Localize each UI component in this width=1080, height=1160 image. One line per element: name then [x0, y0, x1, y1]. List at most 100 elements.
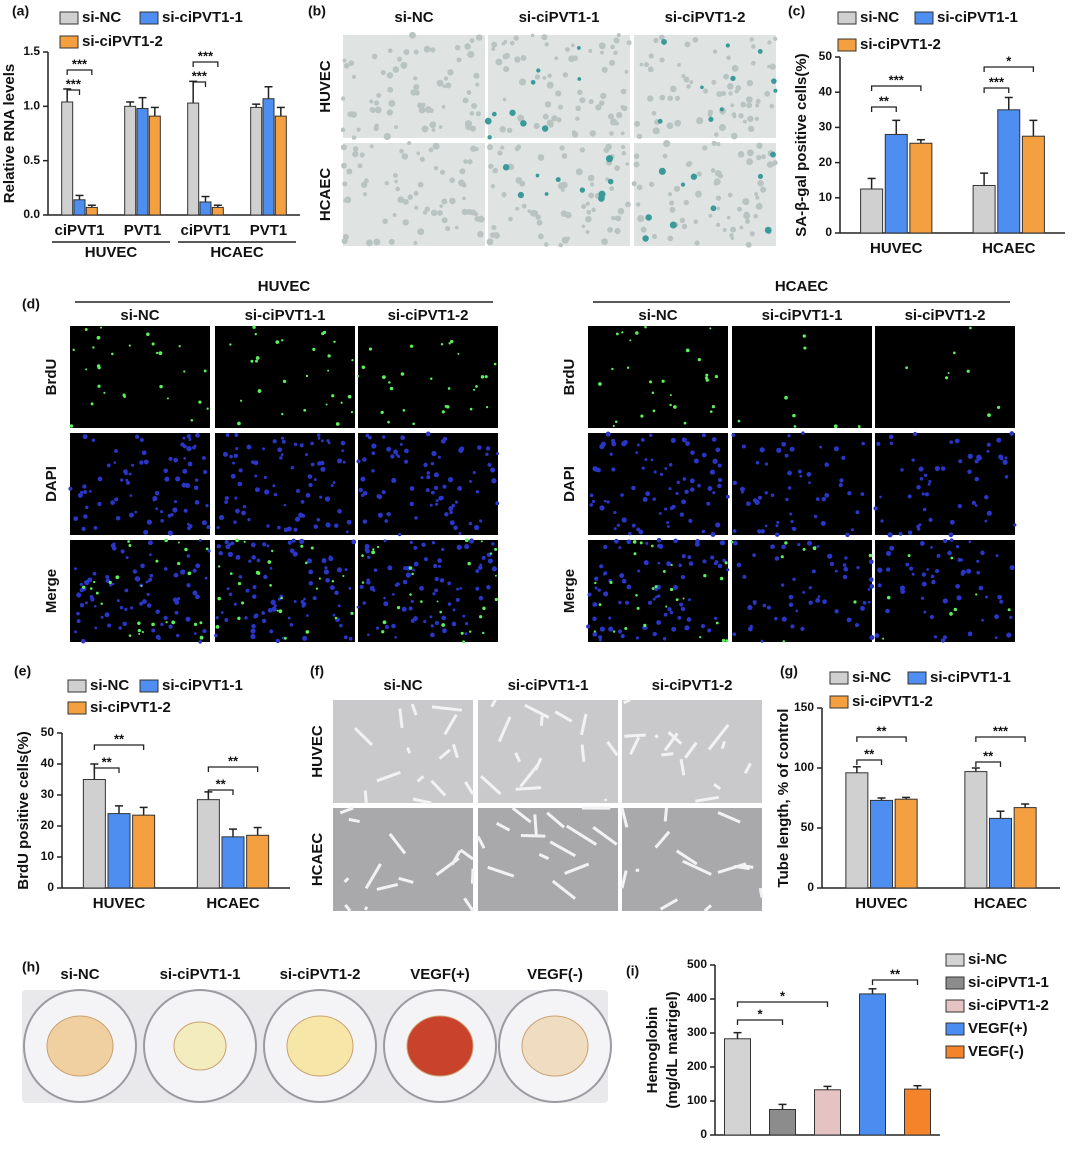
cell — [701, 529, 706, 534]
y-tick-label: 150 — [794, 700, 814, 714]
cell — [806, 540, 813, 546]
cell — [621, 150, 627, 156]
cell — [97, 384, 101, 388]
cell — [442, 628, 447, 634]
cell — [433, 472, 439, 478]
tube — [344, 904, 352, 912]
cell — [293, 527, 298, 532]
cell — [475, 34, 483, 41]
cell — [158, 351, 163, 356]
cell — [168, 624, 173, 629]
cell — [591, 207, 596, 213]
cell — [850, 528, 854, 532]
cell — [430, 624, 434, 628]
cell — [811, 569, 816, 574]
cell — [775, 524, 779, 528]
cell — [651, 110, 657, 116]
cell — [491, 566, 497, 572]
cell — [381, 490, 386, 495]
cell — [316, 433, 321, 437]
cell — [473, 72, 480, 79]
cell — [712, 49, 718, 54]
cell — [413, 191, 419, 197]
cell — [400, 372, 405, 376]
cell — [332, 613, 336, 617]
significance-bracket — [93, 767, 120, 773]
cell — [717, 463, 722, 468]
cell — [756, 154, 762, 161]
cell — [598, 42, 606, 50]
cell — [397, 196, 405, 204]
y-axis-label: Tube length, % of control — [775, 709, 792, 888]
cell — [650, 544, 654, 548]
bar — [187, 102, 200, 216]
cell — [701, 433, 706, 438]
cell — [340, 144, 347, 151]
cell — [180, 442, 185, 447]
cell — [622, 439, 628, 445]
cell — [267, 560, 272, 564]
cell — [475, 569, 480, 574]
cell — [124, 471, 128, 476]
cell — [193, 632, 197, 635]
cell — [111, 545, 117, 551]
tube — [707, 723, 730, 751]
cell — [252, 325, 256, 329]
cell — [651, 391, 655, 394]
fluorescence-image — [358, 540, 498, 642]
cell — [350, 111, 357, 118]
cell — [317, 437, 321, 440]
cell — [1013, 523, 1017, 527]
cell — [308, 569, 314, 575]
cell — [664, 466, 668, 470]
cell — [575, 116, 580, 121]
cell — [458, 531, 462, 536]
cell — [585, 215, 592, 223]
fluorescence-image — [215, 326, 355, 428]
cell — [645, 541, 649, 545]
cell — [198, 539, 202, 542]
column-label: si-ciPVT1-2 — [665, 9, 746, 26]
cell — [662, 569, 666, 573]
cell — [242, 504, 247, 509]
cell — [155, 559, 159, 563]
cell — [124, 588, 129, 593]
cell — [254, 613, 259, 618]
cell — [139, 437, 144, 442]
cell — [399, 148, 404, 154]
column-label: VEGF(-) — [527, 966, 583, 983]
cell — [572, 55, 578, 62]
cell — [477, 445, 482, 450]
cell — [641, 466, 645, 470]
cell — [642, 235, 649, 242]
tube — [431, 705, 463, 712]
cell — [615, 215, 622, 222]
cell — [774, 616, 778, 621]
cell — [160, 510, 164, 514]
tube — [565, 824, 598, 846]
cell — [467, 50, 475, 58]
cell — [626, 539, 632, 545]
cell — [662, 153, 668, 159]
cell — [667, 95, 673, 102]
cell — [441, 198, 448, 205]
cell — [494, 547, 498, 551]
cell — [808, 586, 812, 590]
cell — [440, 342, 444, 346]
cell — [186, 583, 191, 588]
cell — [492, 478, 496, 482]
cell — [846, 617, 852, 623]
cell — [577, 89, 583, 95]
cell — [645, 491, 651, 497]
cell — [680, 182, 686, 187]
column-label: si-ciPVT1-2 — [280, 966, 361, 983]
bar — [246, 834, 270, 889]
cell — [587, 592, 592, 597]
cell — [613, 510, 617, 515]
cell — [186, 445, 192, 452]
x-tick-label: ciPVT1 — [180, 222, 230, 239]
cell — [674, 119, 682, 127]
cell — [195, 478, 199, 482]
cell — [324, 496, 331, 502]
panel-label: (g) — [780, 663, 798, 679]
